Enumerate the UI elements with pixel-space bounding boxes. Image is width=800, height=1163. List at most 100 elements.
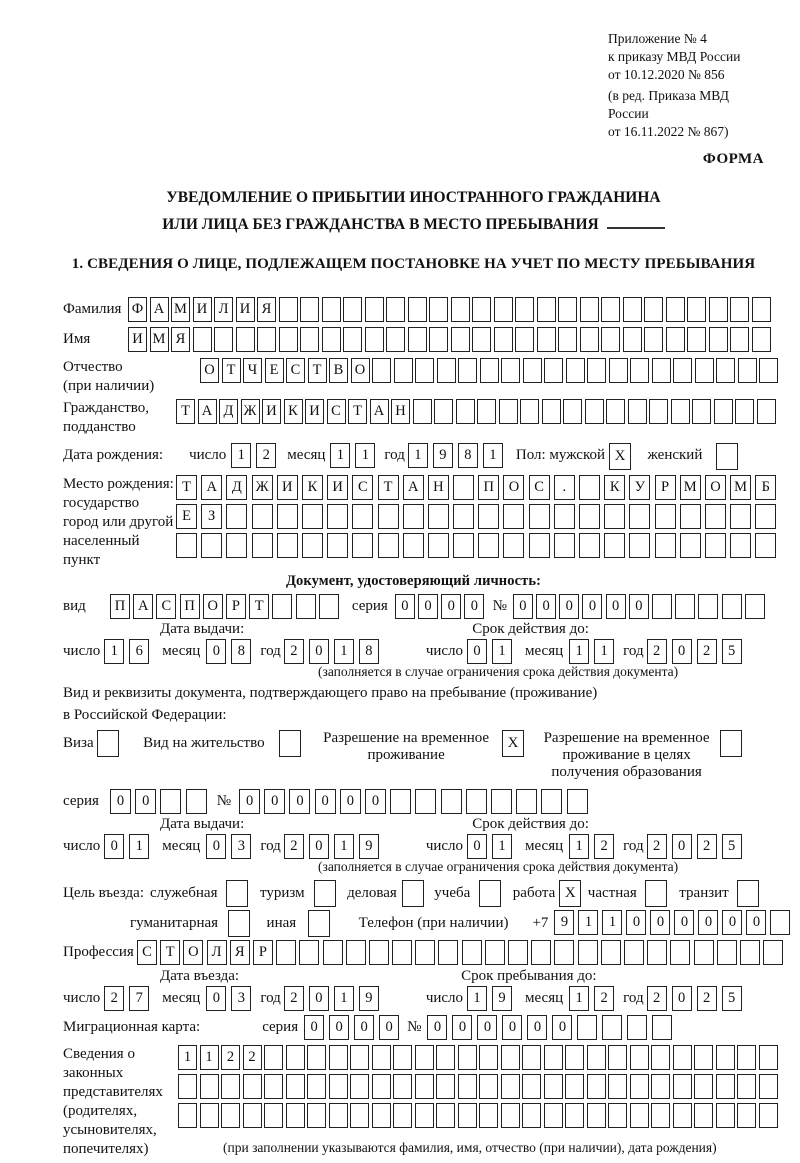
char-cell: [608, 1103, 627, 1128]
opt-work-label: работа: [512, 885, 556, 901]
char-cell: 9: [432, 443, 453, 468]
char-cell: [328, 1074, 348, 1099]
char-cell: [178, 1103, 197, 1128]
char-cell: [392, 940, 413, 965]
opt-commercial-label: деловая: [347, 885, 397, 901]
char-cell: [453, 504, 475, 529]
residence-permit-label: Вид на жительство: [143, 735, 265, 751]
char-cell: [704, 504, 726, 529]
char-cell: [301, 504, 323, 529]
char-cell: [721, 594, 742, 619]
citizenship-label: Гражданство,: [63, 400, 150, 416]
char-cell: 0: [365, 789, 386, 814]
char-cell: [719, 730, 742, 757]
opt-transit-label: транзит: [679, 885, 729, 901]
char-cell: [623, 940, 644, 965]
char-cell: А: [133, 594, 154, 619]
char-cell: [730, 533, 752, 558]
appendix-line: от 10.12.2020 № 856: [608, 67, 725, 82]
char-cell: 0: [329, 1015, 350, 1040]
doc-kind-label: вид: [63, 598, 86, 614]
char-cell: [755, 533, 777, 558]
char-cell: [543, 1103, 563, 1128]
char-cell: 1: [492, 834, 513, 859]
char-cell: 8: [457, 443, 478, 468]
char-cell: [226, 880, 249, 907]
char-cell: [579, 533, 600, 558]
char-cell: [522, 1103, 541, 1128]
char-cell: К: [283, 399, 303, 424]
char-cell: М: [679, 475, 701, 500]
char-cell: 0: [536, 594, 557, 619]
char-cell: З: [201, 504, 223, 529]
visit-purpose-row: Цель въезда: служебная туризм деловая уч…: [63, 880, 764, 907]
char-cell: [300, 327, 319, 352]
edu-permit-label-line3: получения образования: [551, 764, 702, 780]
char-cell: 1: [569, 834, 590, 859]
char-cell: А: [197, 399, 217, 424]
char-cell: [455, 399, 475, 424]
char-cell: Я: [229, 940, 250, 965]
char-cell: 1: [594, 639, 615, 664]
month-label: месяц: [162, 643, 201, 659]
day-label: число: [63, 990, 101, 1006]
char-cell: [763, 940, 784, 965]
char-cell: [176, 533, 197, 558]
day-label: число: [425, 643, 464, 659]
char-cell: X: [559, 880, 582, 907]
char-cell: [498, 399, 518, 424]
char-cell: 0: [671, 834, 692, 859]
char-cell: [541, 399, 561, 424]
char-cell: 6: [129, 639, 150, 664]
char-cell: [407, 327, 427, 352]
char-cell: Т: [307, 358, 327, 383]
char-cell: Ж: [251, 475, 273, 500]
char-cell: [345, 940, 366, 965]
char-cell: [251, 504, 273, 529]
char-cell: [716, 443, 739, 470]
visa-label: Виза: [63, 735, 94, 751]
char-cell: [622, 327, 642, 352]
char-cell: И: [128, 327, 147, 352]
char-cell: [160, 789, 182, 814]
char-cell: [490, 789, 512, 814]
char-cell: [713, 399, 733, 424]
char-cell: 0: [264, 789, 286, 814]
char-cell: [652, 1015, 673, 1040]
char-cell: Н: [427, 475, 449, 500]
char-cell: [350, 1103, 369, 1128]
char-cell: [226, 533, 248, 558]
char-cell: [478, 504, 500, 529]
char-cell: [755, 504, 777, 529]
char-cell: [687, 327, 706, 352]
char-cell: [554, 940, 575, 965]
char-cell: 1: [333, 639, 354, 664]
char-cell: [402, 533, 424, 558]
char-cell: 0: [527, 1015, 548, 1040]
char-cell: [528, 533, 550, 558]
char-cell: [301, 533, 323, 558]
char-cell: [318, 594, 339, 619]
char-cell: [472, 297, 491, 322]
year-label: год: [623, 643, 644, 659]
char-cell: [434, 399, 453, 424]
char-cell: 0: [698, 910, 719, 935]
doc-series-label: серия: [351, 598, 388, 614]
char-cell: 2: [221, 1045, 240, 1070]
char-cell: [716, 358, 735, 383]
char-cell: 3: [231, 834, 252, 859]
char-cell: 1: [569, 986, 590, 1011]
month-label: месяц: [525, 643, 564, 659]
char-cell: [201, 533, 223, 558]
char-cell: [522, 1074, 541, 1099]
char-cell: [285, 1103, 305, 1128]
char-cell: [372, 358, 391, 383]
